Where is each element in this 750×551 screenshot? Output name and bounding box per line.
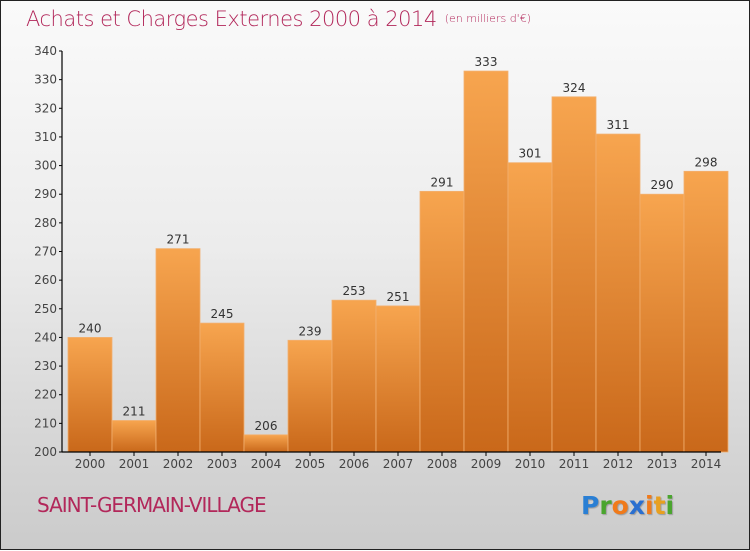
x-tick-label-2013: 2013 [647, 457, 678, 471]
bar-2003 [199, 322, 245, 453]
logo-letter: i [665, 491, 675, 520]
bars-group: 240 211 271 245 206 239 253 251 291 333 301 324 311 2… [67, 55, 729, 453]
x-tick-label-2006: 2006 [339, 457, 370, 471]
y-tick-label-330: 330 [34, 73, 57, 87]
logo-letter: o [611, 491, 629, 520]
bar-2012 [595, 133, 641, 453]
value-label-2003: 245 [211, 307, 234, 321]
y-tick-label-340: 340 [34, 44, 57, 58]
bar-2007 [375, 305, 421, 453]
proxiti-logo[interactable]: Proxiti [581, 491, 674, 520]
x-tick-label-2000: 2000 [75, 457, 106, 471]
bar-2000 [67, 337, 113, 453]
y-tick-label-250: 250 [34, 302, 57, 316]
logo-letter: x [628, 491, 645, 520]
value-label-2011: 324 [563, 81, 586, 95]
y-tick-label-240: 240 [34, 330, 57, 344]
bar-2013 [639, 193, 685, 453]
value-label-2004: 206 [255, 419, 278, 433]
bar-2004 [243, 434, 289, 453]
value-label-2000: 240 [79, 321, 102, 335]
y-tick-label-270: 270 [34, 245, 57, 259]
x-tick-label-2001: 2001 [119, 457, 150, 471]
chart-title: Achats et Charges Externes 2000 à 2014 (e… [26, 7, 531, 31]
x-tick-label-2003: 2003 [207, 457, 238, 471]
bar-2010 [507, 162, 553, 453]
y-tick-label-280: 280 [34, 216, 57, 230]
bar-2014 [683, 170, 729, 453]
x-tick-label-2011: 2011 [559, 457, 590, 471]
x-tick-label-2010: 2010 [515, 457, 546, 471]
value-label-2009: 333 [475, 55, 498, 69]
x-tick-label-2014: 2014 [691, 457, 722, 471]
y-tick-label-230: 230 [34, 359, 57, 373]
bar-2002 [155, 248, 201, 453]
y-tick-label-210: 210 [34, 416, 57, 430]
y-tick-label-310: 310 [34, 130, 57, 144]
x-tick-label-2005: 2005 [295, 457, 326, 471]
value-label-2005: 239 [299, 324, 322, 338]
y-tick-label-300: 300 [34, 159, 57, 173]
title-unit: (en milliers d'€) [444, 12, 531, 25]
value-label-2010: 301 [519, 147, 542, 161]
value-label-2014: 298 [695, 155, 718, 169]
town-name: SAINT-GERMAIN-VILLAGE [37, 493, 267, 517]
logo-letter: r [599, 491, 612, 520]
logo-letter: i [645, 491, 654, 520]
bar-2006 [331, 299, 377, 453]
value-label-2006: 253 [343, 284, 366, 298]
value-label-2013: 290 [651, 178, 674, 192]
value-label-2002: 271 [167, 233, 190, 247]
value-label-2007: 251 [387, 290, 410, 304]
x-tick-label-2002: 2002 [163, 457, 194, 471]
y-tick-label-260: 260 [34, 273, 57, 287]
bar-2005 [287, 339, 333, 453]
logo-letter: P [581, 491, 600, 520]
y-tick-label-200: 200 [34, 445, 57, 459]
bar-2011 [551, 96, 597, 453]
bar-2008 [419, 190, 465, 453]
value-label-2001: 211 [123, 404, 146, 418]
title-text: Achats et Charges Externes 2000 à 2014 [26, 7, 437, 31]
x-tick-label-2004: 2004 [251, 457, 282, 471]
value-label-2012: 311 [607, 118, 630, 132]
x-tick-label-2008: 2008 [427, 457, 458, 471]
bar-2001 [111, 420, 157, 453]
x-tick-label-2009: 2009 [471, 457, 502, 471]
y-tick-label-320: 320 [34, 101, 57, 115]
y-tick-label-290: 290 [34, 187, 57, 201]
axes-group: 2000 2001 2002 2003 2004 2005 2006 2007 2008 2009… [34, 44, 721, 471]
y-tick-label-220: 220 [34, 388, 57, 402]
x-tick-label-2012: 2012 [603, 457, 634, 471]
bar-2009 [463, 70, 509, 453]
value-label-2008: 291 [431, 175, 454, 189]
x-tick-label-2007: 2007 [383, 457, 414, 471]
logo-letter: t [653, 491, 666, 520]
